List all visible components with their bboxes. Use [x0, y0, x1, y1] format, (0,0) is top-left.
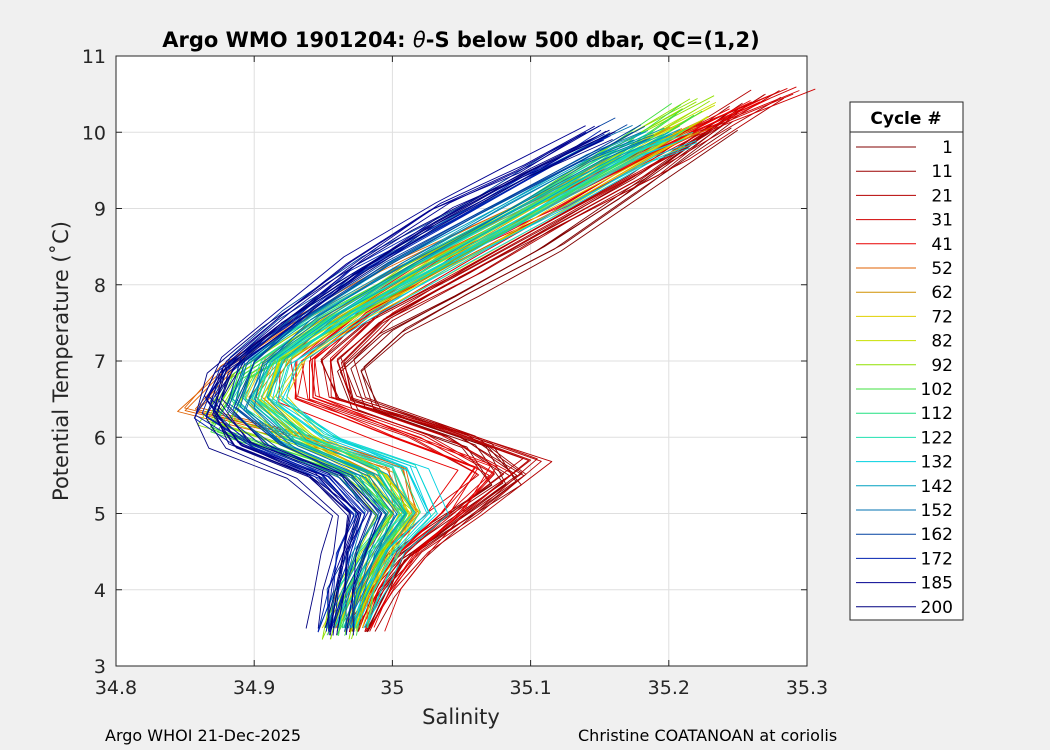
legend-label-112: 112 [921, 404, 953, 424]
series-line-cycle-132 [281, 142, 698, 629]
series-line-cycle-21 [336, 90, 780, 628]
legend-label-72: 72 [931, 307, 953, 327]
series-line-cycle-122 [280, 131, 694, 628]
series-line-cycle-132 [266, 134, 679, 628]
series-line-cycle-200 [205, 139, 602, 629]
series-line-cycle-185 [206, 134, 582, 636]
series-line-cycle-200 [215, 131, 616, 628]
series-line-cycle-122 [256, 140, 666, 629]
y-tick-label: 5 [94, 504, 106, 526]
series-line-cycle-172 [205, 135, 609, 633]
legend-label-185: 185 [921, 574, 953, 594]
series-line-cycle-21 [330, 94, 765, 629]
legend-label-52: 52 [931, 259, 953, 279]
legend-box [849, 101, 964, 621]
series-line-cycle-200 [194, 139, 591, 629]
x-tick-label: 35 [380, 677, 404, 699]
x-tick-label: 35.3 [786, 677, 828, 699]
series-line-cycle-142 [253, 131, 669, 629]
legend-label-31: 31 [931, 211, 953, 231]
y-tick-label: 7 [94, 351, 106, 373]
legend-label-92: 92 [931, 356, 953, 376]
footer-left: Argo WHOI 21-Dec-2025 [105, 726, 301, 745]
series-line-cycle-122 [251, 137, 666, 628]
series-line-cycle-92 [233, 95, 715, 640]
series-line-cycle-142 [267, 128, 681, 628]
series-line-cycle-82 [263, 116, 710, 633]
x-axis-label: Salinity [422, 705, 500, 729]
series-line-cycle-41 [314, 96, 768, 628]
legend-label-152: 152 [921, 501, 953, 521]
series-line-cycle-172 [193, 139, 604, 633]
series-line-cycle-132 [272, 138, 685, 628]
series-line-cycle-92 [227, 100, 710, 640]
legend-label-1: 1 [942, 138, 953, 158]
series-line-cycle-41 [301, 101, 761, 629]
y-tick-label: 10 [82, 122, 106, 144]
series-line-cycle-152 [243, 138, 647, 629]
series-line-cycle-21 [344, 97, 785, 629]
legend-label-82: 82 [931, 332, 953, 352]
legend-label-132: 132 [921, 453, 953, 473]
legend-label-142: 142 [921, 477, 953, 497]
chart-title: Argo WMO 1901204: θ-S below 500 dbar, QC… [162, 28, 759, 52]
footer-right: Christine COATANOAN at coriolis [578, 726, 837, 745]
legend-label-200: 200 [921, 598, 953, 618]
y-tick-label: 4 [94, 580, 106, 602]
y-tick-label: 6 [94, 427, 106, 449]
legend-title: Cycle # [870, 109, 941, 129]
legend-label-122: 122 [921, 428, 953, 448]
series-line-cycle-162 [227, 131, 634, 633]
legend: Cycle # 11121314152627282921021121221321… [849, 101, 964, 621]
legend-label-102: 102 [921, 380, 953, 400]
series-line-cycle-152 [253, 134, 654, 629]
x-tick-label: 35.1 [509, 677, 551, 699]
x-axis-ticks: 34.8 34.9 35 35.1 35.2 35.3 [95, 56, 828, 699]
title-theta: θ [413, 28, 426, 52]
x-tick-label: 34.9 [233, 677, 275, 699]
x-tick-label: 34.8 [95, 677, 137, 699]
series-line-cycle-132 [286, 140, 697, 629]
legend-label-41: 41 [931, 235, 953, 255]
y-tick-label: 11 [82, 46, 106, 68]
y-axis-ticks: 3 4 5 6 7 8 9 10 11 [82, 46, 807, 678]
y-tick-label: 9 [94, 199, 106, 221]
y-tick-label: 3 [94, 656, 106, 678]
series-line-cycle-112 [275, 127, 690, 628]
legend-label-62: 62 [931, 283, 953, 303]
series-line-cycle-142 [241, 127, 665, 628]
legend-label-172: 172 [921, 549, 953, 569]
series-line-cycle-185 [215, 125, 600, 636]
legend-label-11: 11 [931, 162, 953, 182]
series-line-cycle-41 [312, 98, 770, 628]
legend-label-162: 162 [921, 525, 953, 545]
series-line-cycle-21 [340, 96, 782, 629]
y-axis-label: Potential Temperature (˚C) [49, 221, 73, 501]
series-line-cycle-200 [214, 129, 610, 628]
legend-label-21: 21 [931, 186, 953, 206]
series-lines [177, 86, 816, 640]
y-tick-label: 8 [94, 275, 106, 297]
x-tick-label: 35.2 [648, 677, 690, 699]
series-line-cycle-162 [236, 126, 646, 632]
